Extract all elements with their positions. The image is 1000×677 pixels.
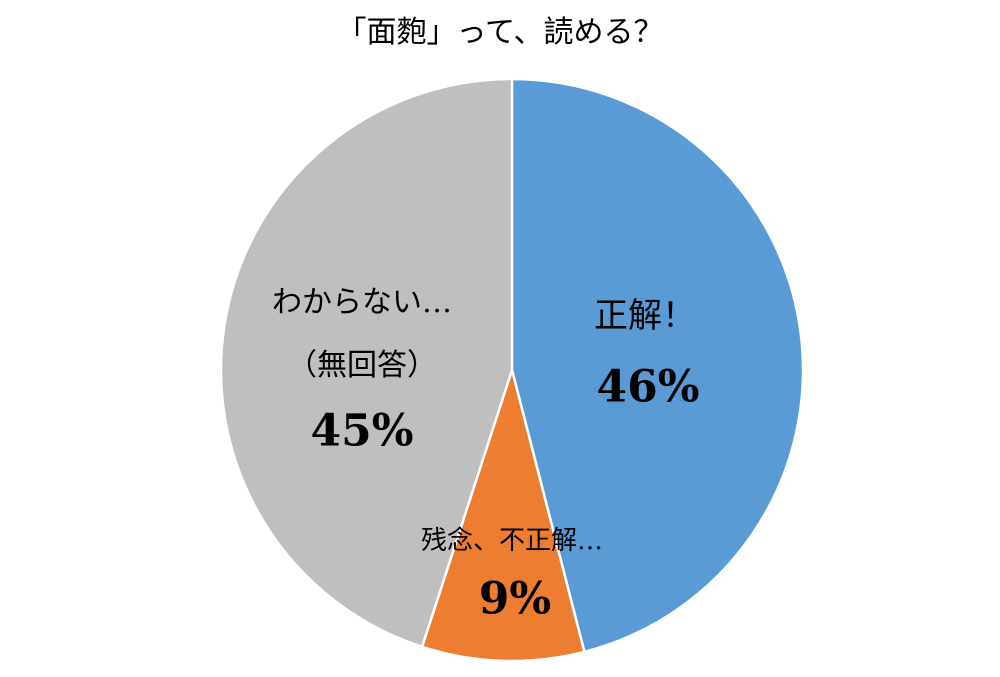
pie-slice <box>420 365 586 663</box>
slice-category-label: わからない…（無回答） <box>272 285 452 383</box>
slice-value-label: 9% <box>479 574 551 625</box>
slice-value-label: 45% <box>310 406 413 457</box>
chart-title: 「面麭」って、読める？ <box>337 15 664 50</box>
slice-category-label: 正解！ <box>594 296 696 336</box>
slice-category-label: 残念、不正解… <box>421 526 603 556</box>
slice-value-label: 46% <box>596 362 699 413</box>
pie-slice <box>510 77 805 654</box>
pie-slice <box>219 77 514 649</box>
